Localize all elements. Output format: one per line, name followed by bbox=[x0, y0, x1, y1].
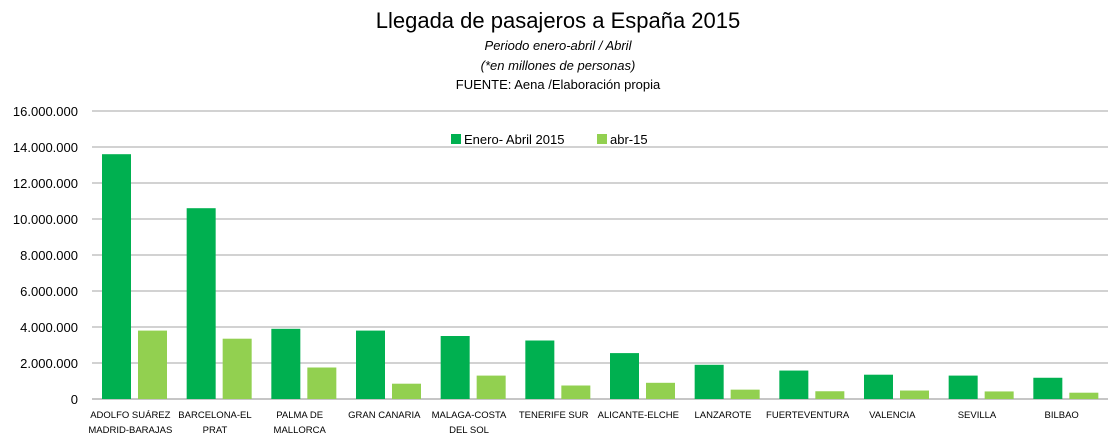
y-axis: 0 2.000.000 4.000.000 6.000.000 8.000.000 10.… bbox=[13, 104, 78, 407]
x-tick-label: VALENCIA bbox=[869, 410, 916, 421]
bar-abril-8 bbox=[815, 391, 845, 399]
bar-enero-abril-2 bbox=[271, 328, 301, 399]
legend-swatch-0 bbox=[451, 134, 461, 144]
bar-enero-abril-1 bbox=[186, 208, 216, 399]
bar-enero-abril-5 bbox=[525, 340, 555, 399]
bar-enero-abril-7 bbox=[694, 364, 724, 399]
legend-label-1: abr-15 bbox=[610, 132, 648, 147]
y-tick-label: 6.000.000 bbox=[20, 284, 78, 299]
bar-abril-6 bbox=[646, 382, 675, 399]
x-tick-label: SEVILLA bbox=[958, 410, 997, 421]
bar-enero-abril-11 bbox=[1033, 377, 1063, 399]
bar-enero-abril-6 bbox=[610, 353, 639, 399]
y-tick-label: 12.000.000 bbox=[13, 176, 78, 191]
x-tick-label: BILBAO bbox=[1045, 410, 1079, 421]
x-tick-label: GRAN CANARIA bbox=[348, 410, 421, 421]
x-tick-label: BARCELONA-EL PRAT bbox=[178, 410, 251, 435]
legend-label-0: Enero- Abril 2015 bbox=[464, 132, 564, 147]
chart-source: FUENTE: Aena /Elaboración propia bbox=[456, 77, 661, 92]
bar-enero-abril-4 bbox=[440, 336, 470, 399]
bar-abril-1 bbox=[222, 338, 252, 399]
y-tick-label: 0 bbox=[71, 392, 78, 407]
bar-abril-0 bbox=[138, 330, 167, 399]
bar-enero-abril-9 bbox=[864, 374, 893, 399]
y-tick-label: 10.000.000 bbox=[13, 212, 78, 227]
y-tick-label: 16.000.000 bbox=[13, 104, 78, 119]
legend: Enero- Abril 2015 abr-15 bbox=[451, 132, 648, 147]
y-tick-label: 14.000.000 bbox=[13, 140, 78, 155]
bar-abril-9 bbox=[900, 390, 929, 399]
bar-enero-abril-0 bbox=[102, 154, 131, 399]
bar-enero-abril-10 bbox=[948, 375, 978, 399]
x-tick-label: ADOLFO SUÁREZ MADRID-BARAJAS bbox=[88, 410, 172, 435]
bar-abril-2 bbox=[307, 367, 337, 399]
bar-abril-11 bbox=[1069, 392, 1099, 399]
gridlines bbox=[92, 110, 1108, 400]
legend-swatch-1 bbox=[597, 134, 607, 144]
y-tick-label: 2.000.000 bbox=[20, 356, 78, 371]
bar-abril-3 bbox=[392, 383, 421, 399]
bar-enero-abril-3 bbox=[356, 330, 385, 399]
x-tick-label: MALAGA-COSTA DEL SOL bbox=[432, 410, 507, 435]
y-tick-label: 8.000.000 bbox=[20, 248, 78, 263]
bar-abril-10 bbox=[984, 391, 1014, 399]
bar-abril-5 bbox=[561, 385, 591, 399]
x-tick-label: ALICANTE-ELCHE bbox=[598, 410, 679, 421]
bar-abril-4 bbox=[476, 375, 506, 399]
y-tick-label: 4.000.000 bbox=[20, 320, 78, 335]
chart-subtitle-line-2: (*en millones de personas) bbox=[481, 58, 636, 73]
chart-subtitle-line-1: Periodo enero-abril / Abril bbox=[485, 38, 633, 53]
bar-abril-7 bbox=[730, 389, 760, 399]
x-tick-label: FUERTEVENTURA bbox=[766, 410, 850, 421]
x-tick-label: PALMA DE MALLORCA bbox=[274, 410, 327, 435]
bars bbox=[102, 154, 1099, 399]
chart-title: Llegada de pasajeros a España 2015 bbox=[376, 8, 741, 33]
x-tick-label: TENERIFE SUR bbox=[519, 410, 589, 421]
x-tick-label: LANZAROTE bbox=[694, 410, 751, 421]
bar-enero-abril-8 bbox=[779, 370, 809, 399]
